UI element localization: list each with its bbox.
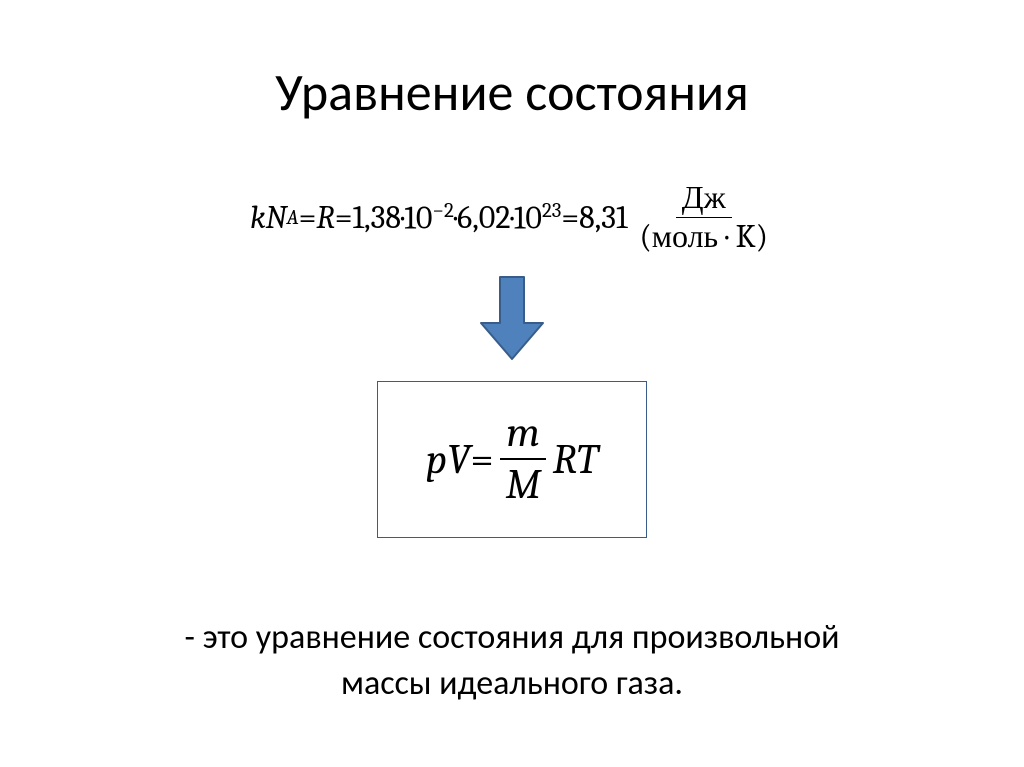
equals-3: = [561, 199, 579, 236]
exp-23: 23 [542, 199, 561, 223]
unit-fraction: Дж (моль · K) [634, 179, 774, 257]
var-N: N [266, 199, 287, 236]
footer-text: - это уравнение состояния для произвольн… [0, 615, 1024, 707]
ten-1: 10 [404, 200, 432, 237]
var-M: M [500, 460, 547, 510]
sub-A: A [287, 206, 299, 230]
exp-neg2: −2 [432, 199, 453, 223]
val-1: 1,38 [352, 199, 400, 236]
mass-fraction: m M [500, 408, 547, 511]
gas-constant-equation: kNA = R = 1,38 · 10−2 · 6,02 · 1023 = 8,… [0, 179, 1024, 257]
var-m: m [500, 408, 546, 460]
unit-numerator: Дж [676, 179, 732, 218]
var-V: V [447, 435, 470, 484]
ten-2: 10 [514, 200, 542, 237]
state-equation-box: pV = m M RT [377, 381, 647, 538]
down-arrow-icon [477, 275, 547, 363]
equals-box: = [470, 435, 493, 484]
footer-line-2: массы идеального газа. [0, 661, 1024, 707]
var-R: R [316, 199, 334, 236]
equals-1: = [299, 199, 317, 236]
footer-line-1: - это уравнение состояния для произвольн… [0, 615, 1024, 661]
var-R-box: R [553, 435, 577, 484]
var-k: k [250, 199, 266, 236]
equals-2: = [335, 199, 353, 236]
var-p: p [426, 435, 447, 484]
val-2: 6,02 [457, 199, 510, 236]
result-831: 8,31 [579, 199, 627, 236]
var-T: T [577, 435, 598, 484]
unit-denominator: (моль · K) [634, 218, 774, 256]
slide-title: Уравнение состояния [0, 0, 1024, 124]
